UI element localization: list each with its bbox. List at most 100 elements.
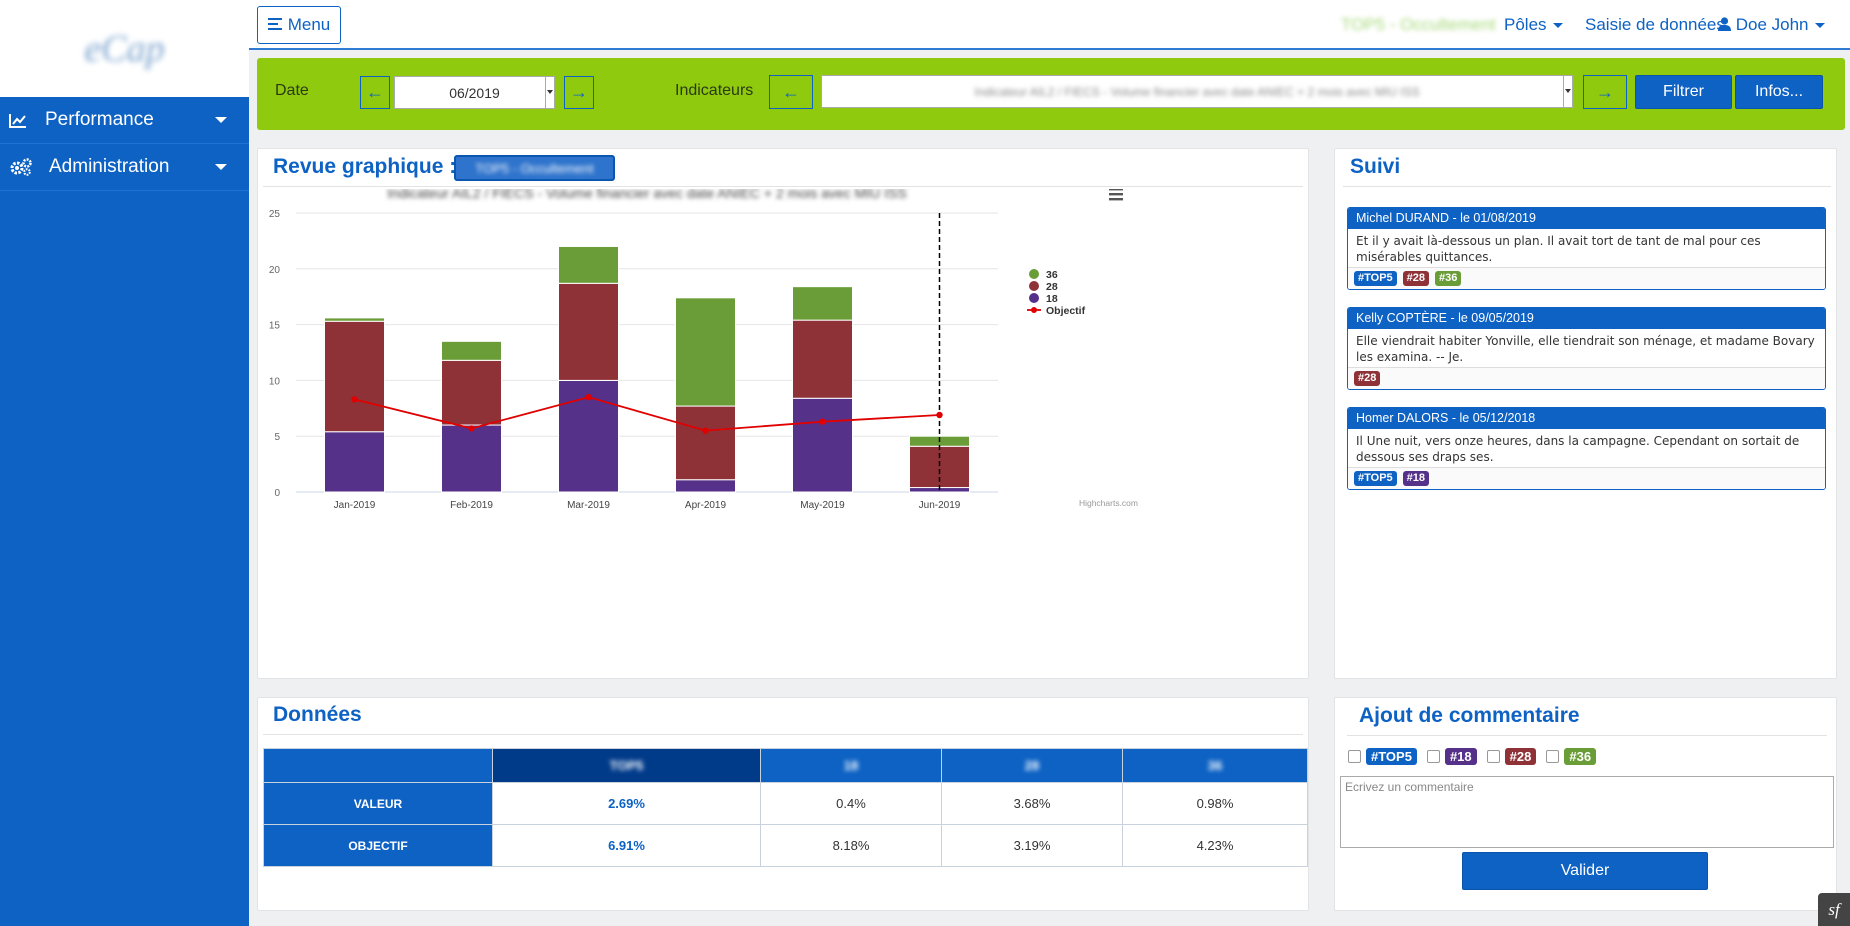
date-label: Date	[275, 82, 309, 99]
suivi-title: Suivi	[1350, 155, 1401, 178]
chart-title: Indicateur AIL2 / FIECS - Volume financi…	[387, 189, 906, 201]
date-prev-button[interactable]: ←	[360, 76, 390, 109]
table-cell: 3.19%	[941, 824, 1123, 867]
tag-28: #28	[1354, 371, 1381, 386]
bar-segment-28	[441, 359, 502, 426]
indicator-select[interactable]: Indicateur AIL2 / FIECS - Volume financi…	[821, 75, 1573, 108]
bar-segment-36	[324, 317, 385, 322]
legend-marker	[1029, 269, 1039, 279]
table-cell: 0.4%	[760, 782, 942, 825]
y-tick-label: 15	[269, 321, 281, 332]
indicators-label: Indicateurs	[675, 82, 754, 99]
bar-segment-28	[792, 319, 853, 399]
checkbox-top5[interactable]	[1348, 750, 1361, 763]
menu-button[interactable]: Menu	[257, 6, 341, 44]
valider-button[interactable]: Valider	[1462, 852, 1708, 890]
comment-tags: #28	[1348, 367, 1825, 389]
column-label: TOP5	[609, 758, 644, 773]
divider	[1343, 186, 1831, 187]
x-tick-label: Apr-2019	[685, 500, 727, 511]
objectif-point	[702, 427, 709, 434]
suivi-panel: Suivi Michel DURAND - le 01/08/2019 Et i…	[1334, 148, 1837, 679]
row-label: VALEUR	[263, 782, 493, 825]
filter-button[interactable]: Filtrer	[1635, 75, 1732, 109]
objectif-point	[819, 418, 826, 425]
x-tick-label: Feb-2019	[450, 500, 493, 511]
tag-18: #18	[1444, 748, 1477, 765]
indicator-next-button[interactable]: →	[1583, 75, 1627, 109]
infos-button[interactable]: Infos...	[1735, 75, 1823, 109]
legend-marker	[1031, 307, 1037, 313]
tag-28: #28	[1402, 271, 1430, 286]
arrow-right-icon: →	[570, 82, 588, 102]
arrow-left-icon: ←	[366, 82, 384, 102]
bar-segment-18	[441, 424, 502, 493]
sidebar-item-performance[interactable]: Performance	[0, 97, 249, 144]
comment-textarea[interactable]: Ecrivez un commentaire	[1340, 776, 1834, 848]
tag-36: #36	[1564, 748, 1597, 765]
checkbox-18[interactable]	[1426, 750, 1440, 763]
y-tick-label: 20	[269, 265, 281, 276]
column-label: 28	[1024, 758, 1040, 773]
bar-segment-18	[675, 479, 736, 493]
x-tick-label: Mar-2019	[567, 500, 610, 511]
data-panel: Données TOP5 18 28 36 VALEUR 2.69% 0.4% …	[257, 697, 1309, 911]
user-dropdown[interactable]: Doe John	[1718, 15, 1825, 35]
indicator-value: Indicateur AIL2 / FIECS - Volume financi…	[974, 84, 1420, 99]
y-tick-label: 10	[269, 376, 281, 387]
chart-credits: Highcharts.com	[1079, 498, 1138, 508]
user-name: Doe John	[1735, 15, 1809, 34]
bar-segment-28	[675, 405, 736, 481]
tag-top5: #TOP5	[1354, 471, 1397, 486]
comment-header: Michel DURAND - le 01/08/2019	[1348, 208, 1825, 229]
caret-down-icon	[1814, 23, 1825, 29]
caret-down-icon	[215, 164, 227, 170]
date-input[interactable]: 06/2019	[394, 76, 555, 109]
legend-label: 28	[1046, 281, 1058, 293]
comment-card: Homer DALORS - le 05/12/2018 Il Une nuit…	[1347, 407, 1826, 490]
poles-label: Pôles	[1504, 15, 1547, 34]
table-cell: 6.91%	[492, 824, 761, 867]
saisie-link[interactable]: Saisie de données	[1585, 15, 1725, 34]
column-header: 36	[1122, 748, 1308, 783]
table-cell: 8.18%	[760, 824, 942, 867]
divider	[263, 734, 1303, 735]
chart-panel: Revue graphique : TOP5 - Occultement Ind…	[257, 148, 1309, 679]
caret-down-icon	[215, 117, 227, 123]
current-pole-label: TOP5 - Occultement	[1341, 15, 1496, 34]
chart-menu-icon	[1109, 189, 1123, 191]
y-tick-label: 0	[274, 488, 280, 499]
line-chart-icon	[9, 113, 35, 128]
symfony-icon[interactable]: sf	[1818, 893, 1850, 926]
bar-segment-36	[558, 245, 619, 284]
objectif-point	[585, 393, 592, 401]
comment-header: Kelly COPTÈRE - le 09/05/2019	[1348, 308, 1825, 329]
app-logo[interactable]: eCap	[84, 27, 165, 70]
poles-dropdown[interactable]: Pôles	[1504, 15, 1563, 35]
indicator-spinner[interactable]	[1563, 76, 1572, 107]
logo-area: eCap	[0, 0, 249, 97]
comment-text: Elle viendrait habiter Yonville, elle ti…	[1356, 334, 1815, 364]
x-tick-label: Jun-2019	[919, 500, 961, 511]
bar-segment-28	[558, 282, 619, 381]
date-next-button[interactable]: →	[564, 76, 594, 109]
chart-menu-icon	[1109, 193, 1123, 196]
table-cell: 2.69%	[492, 782, 761, 825]
divider	[1347, 735, 1827, 736]
sidebar: eCap Performance Administration	[0, 0, 249, 926]
date-spinner[interactable]	[545, 77, 554, 108]
legend-marker	[1029, 281, 1039, 291]
comment-tags: #TOP5 #28 #36	[1348, 267, 1825, 289]
legend-marker	[1029, 293, 1039, 303]
indicator-prev-button[interactable]: ←	[769, 75, 813, 109]
legend-label: Objectif	[1046, 305, 1086, 317]
column-header: 18	[760, 748, 942, 783]
objectif-point	[936, 411, 943, 419]
filter-bar: Date ← 06/2019 → Indicateurs ← Indicateu…	[257, 58, 1845, 130]
objectif-point	[468, 425, 475, 432]
sidebar-item-administration[interactable]: Administration	[0, 144, 249, 191]
checkbox-36[interactable]	[1546, 750, 1560, 763]
column-header: TOP5	[492, 748, 761, 783]
checkbox-28[interactable]	[1486, 750, 1500, 763]
data-table: TOP5 18 28 36 VALEUR 2.69% 0.4% 3.68% 0.…	[263, 748, 1308, 867]
